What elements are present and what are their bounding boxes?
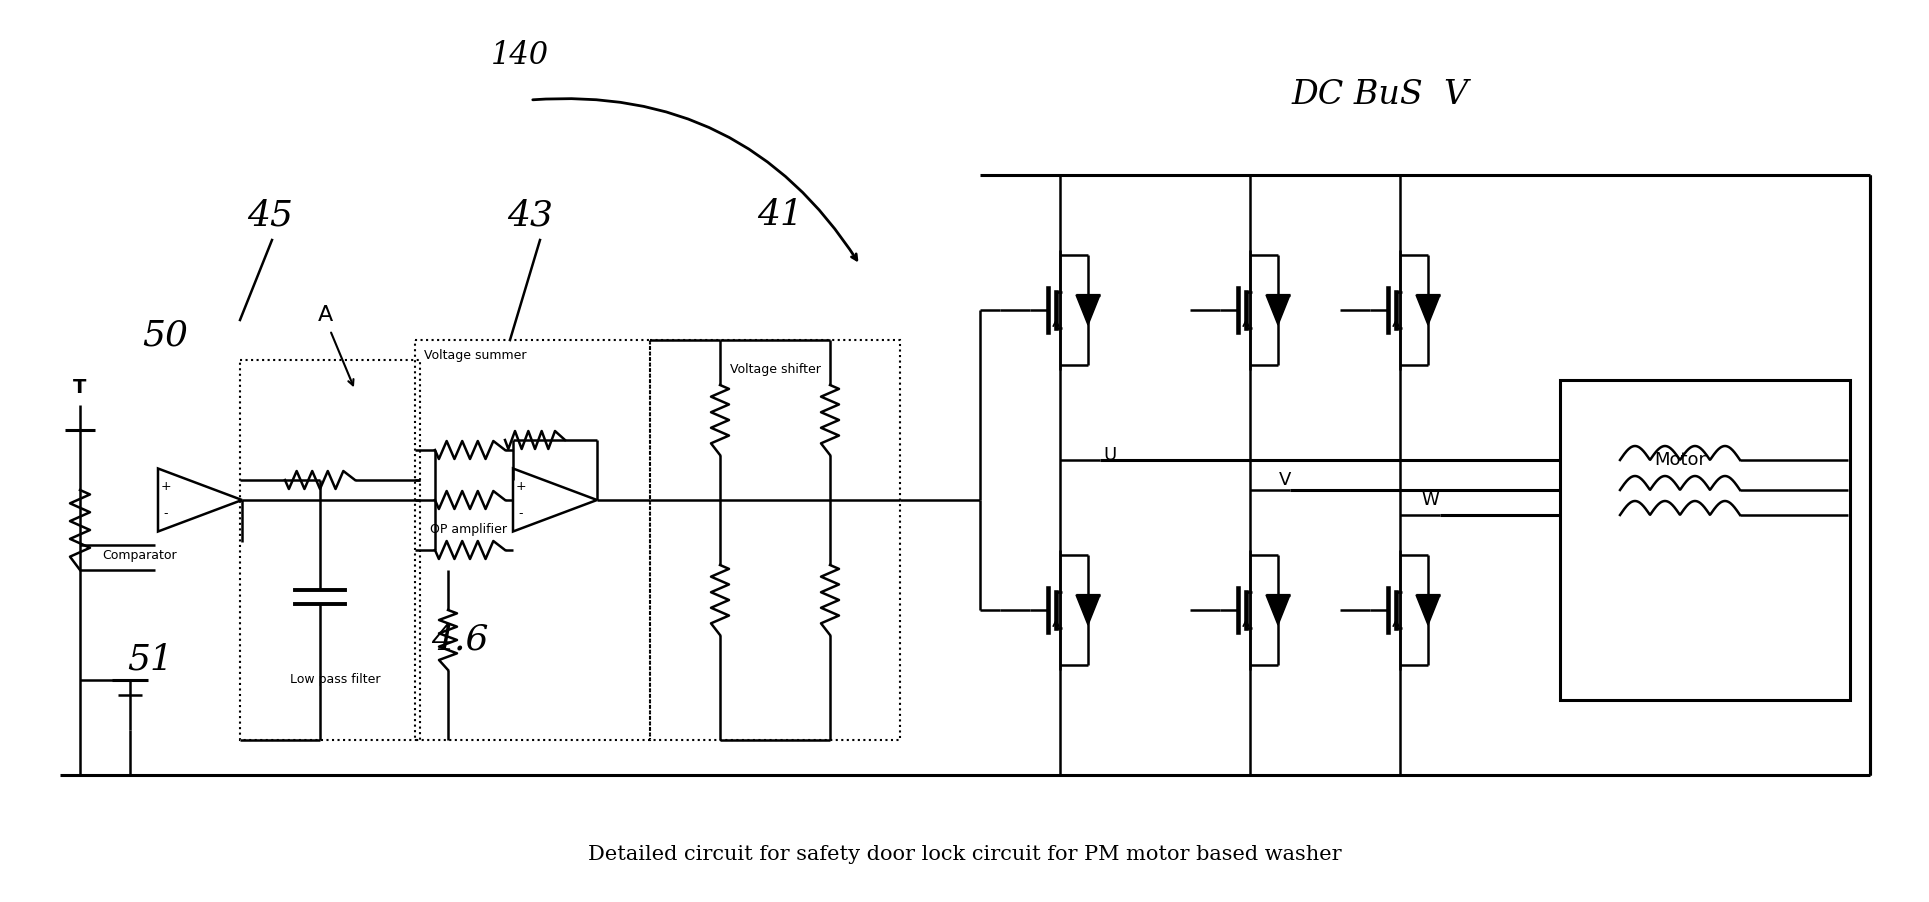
- Polygon shape: [1265, 295, 1291, 325]
- Text: U: U: [1103, 446, 1117, 464]
- Text: 50: 50: [143, 318, 187, 352]
- Text: 45: 45: [247, 198, 293, 232]
- Polygon shape: [1265, 595, 1291, 625]
- Bar: [415, 340, 650, 740]
- Text: Low pass filter: Low pass filter: [289, 674, 380, 686]
- Text: 4.6: 4.6: [432, 623, 488, 657]
- Text: A: A: [318, 305, 332, 325]
- Text: -: -: [164, 507, 168, 520]
- Text: Detailed circuit for safety door lock circuit for PM motor based washer: Detailed circuit for safety door lock ci…: [588, 845, 1341, 864]
- Polygon shape: [1416, 295, 1441, 325]
- Text: DC BuS  V: DC BuS V: [1291, 79, 1468, 111]
- Text: -: -: [519, 507, 523, 520]
- Bar: [239, 360, 421, 740]
- Text: T: T: [73, 378, 87, 397]
- Polygon shape: [1416, 595, 1441, 625]
- Bar: [1561, 380, 1850, 700]
- Text: 140: 140: [492, 40, 550, 70]
- Text: 51: 51: [127, 643, 174, 677]
- Text: Voltage summer: Voltage summer: [424, 348, 527, 362]
- Text: 41: 41: [756, 198, 802, 232]
- Text: V: V: [1279, 471, 1291, 489]
- Polygon shape: [1076, 595, 1100, 625]
- Text: Comparator: Comparator: [102, 548, 177, 562]
- Text: 43: 43: [507, 198, 554, 232]
- Text: W: W: [1422, 491, 1439, 509]
- Bar: [650, 340, 901, 740]
- Polygon shape: [1076, 295, 1100, 325]
- Text: Voltage shifter: Voltage shifter: [729, 364, 820, 376]
- Text: +: +: [515, 480, 527, 493]
- Text: Motor: Motor: [1653, 451, 1705, 469]
- Text: OP amplifier: OP amplifier: [430, 523, 507, 537]
- Text: +: +: [160, 480, 172, 493]
